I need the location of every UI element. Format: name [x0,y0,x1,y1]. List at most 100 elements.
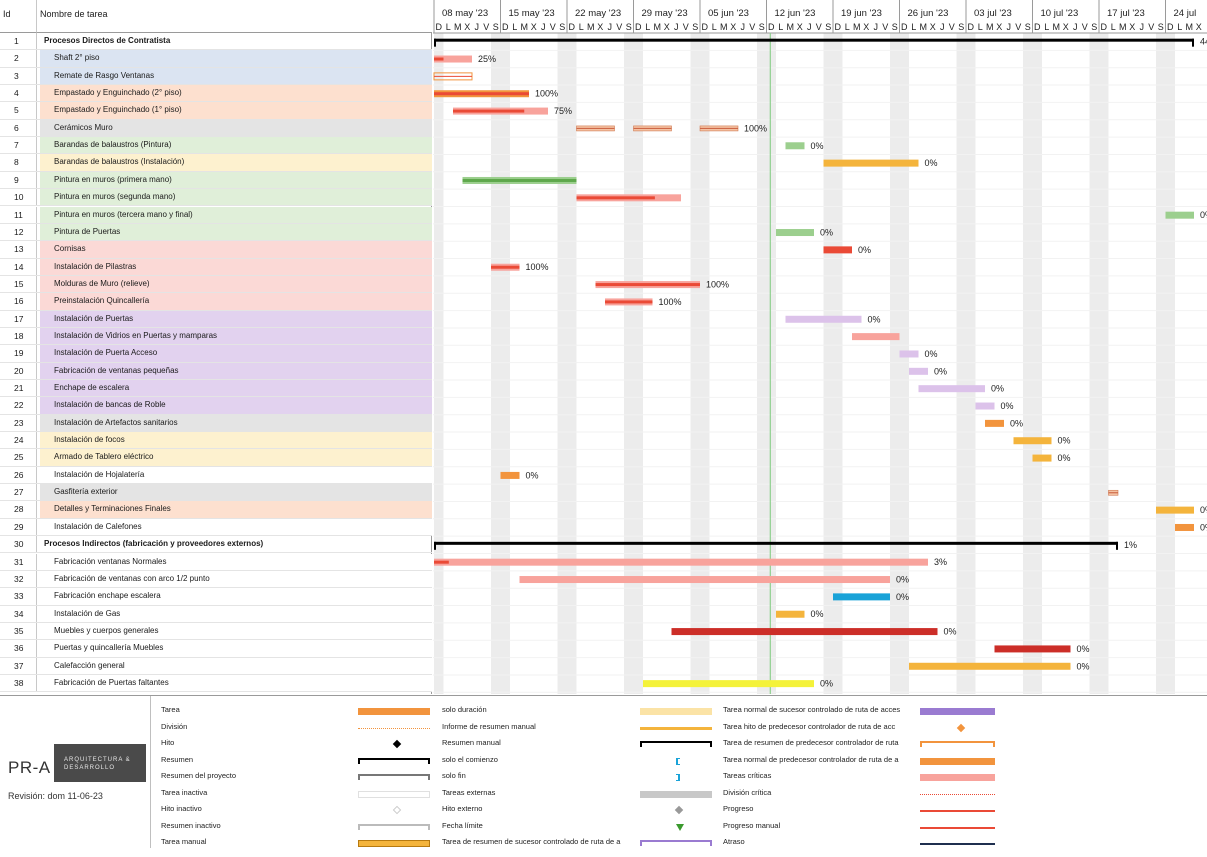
day-letter: M [787,22,795,32]
task-row[interactable]: 13 Cornisas [0,241,432,259]
task-percent-label: 0% [1200,505,1207,515]
task-id: 3 [0,67,37,85]
task-row[interactable]: 34 Instalación de Gas [0,605,432,623]
task-id: 7 [0,137,37,154]
task-row[interactable]: 11 Pintura en muros (tercera mano y final… [0,206,432,224]
legend-label: Hito inactivo [161,804,202,813]
task-row[interactable]: 5 Empastado y Enguinchado (1° piso) [0,102,432,120]
task-row[interactable]: 6 Cerámicos Muro [0,119,432,138]
weekend-shade [1089,33,1099,694]
day-letter: V [1148,22,1154,32]
task-percent-label: 100% [535,89,558,99]
legend-symbol [920,826,995,829]
task-row[interactable]: 36 Puertas y quincallería Muebles [0,640,432,658]
task-id: 17 [0,310,37,327]
task-row[interactable]: 14 Instalación de Pilastras [0,258,432,276]
task-row[interactable]: 19 Instalación de Puerta Acceso [0,345,432,363]
task-percent-label: 100% [744,123,767,133]
task-row[interactable]: 1 Procesos Directos de Contratista [0,33,432,51]
day-letter: L [645,22,650,32]
weekend-shade [690,33,700,694]
task-row[interactable]: 32 Fabricación de ventanas con arco 1/2 p… [0,570,432,589]
task-row[interactable]: 2 Shaft 2° piso [0,50,432,68]
task-progress [453,109,525,113]
task-row[interactable]: 9 Pintura en muros (primera mano) [0,171,432,190]
task-row[interactable]: 28 Detalles y Terminaciones Finales [0,501,432,519]
legend-label: Tarea normal de sucesor controlado de ru… [723,705,901,714]
task-row[interactable]: 33 Fabricación enchape escalera [0,588,432,606]
task-row[interactable]: 23 Instalación de Artefactos sanitarios [0,414,432,433]
task-row[interactable]: 22 Instalación de bancas de Roble [0,397,432,415]
task-row[interactable]: 30 Procesos Indirectos (fabricación y pro… [0,536,432,554]
task-row[interactable]: 20 Fabricación de ventanas pequeñas [0,362,432,380]
weekend-shade [557,33,567,694]
task-name: Puertas y quincallería Muebles [40,640,432,657]
task-bar [994,645,1071,653]
task-percent-label: 0% [925,349,938,359]
weekend-shade [633,33,643,694]
task-percent-label: 0% [1001,401,1014,411]
task-row[interactable]: 21 Enchape de escalera [0,380,432,398]
week-label: 03 jul '23 [974,8,1012,19]
day-letter: L [446,22,451,32]
task-percent-label: 0% [934,366,947,376]
task-row[interactable]: 26 Instalación de Hojalatería [0,466,432,485]
day-letter: X [1196,22,1202,32]
task-row[interactable]: 27 Gasfitería exterior [0,484,432,502]
day-letter: D [835,22,842,32]
task-bar [643,680,814,688]
task-row[interactable]: 10 Pintura en muros (segunda mano) [0,189,432,207]
day-letter: S [825,22,831,32]
legend-label: Fecha límite [442,820,483,830]
legend-symbol [676,757,680,765]
day-letter: J [608,22,613,32]
task-name: Gasfitería exterior [40,484,432,501]
task-id: 8 [0,154,37,171]
weekend-shade [956,33,966,694]
task-bar [909,662,1071,670]
summary-bar-start [434,38,436,47]
legend-symbol [358,708,430,715]
day-letter: D [1167,22,1174,32]
weekend-shade [1099,33,1109,694]
task-row[interactable]: 12 Pintura de Puertas [0,223,432,242]
task-row[interactable]: 29 Instalación de Calefones [0,518,432,537]
task-row[interactable]: 4 Empastado y Enguinchado (2° piso) [0,85,432,103]
day-letter: M [1186,22,1194,32]
day-letter: V [483,22,489,32]
task-row[interactable]: 7 Barandas de balaustros (Pintura) [0,137,432,155]
day-letter: L [911,22,916,32]
summary-bar [434,38,1194,42]
legend-label: Tarea inactiva [161,787,208,797]
task-row[interactable]: 8 Barandas de balaustros (Instalación) [0,154,432,172]
task-bar [852,333,900,341]
task-row[interactable]: 18 Instalación de Vidrios en Puertas y ma… [0,327,432,346]
task-row[interactable]: 25 Armado de Tablero eléctrico [0,449,432,467]
task-row[interactable]: 38 Fabricación de Puertas faltantes [0,674,432,693]
weekend-shade [700,33,710,694]
task-row[interactable]: 16 Preinstalación Quincallería [0,293,432,311]
day-letter: X [996,22,1002,32]
task-row[interactable]: 24 Instalación de focos [0,432,432,450]
day-letter: S [1158,22,1164,32]
task-name: Muebles y cuerpos generales [40,622,432,640]
legend-symbol [640,726,712,730]
week-label: 22 may '23 [575,8,621,19]
day-letter: J [741,22,746,32]
day-letter: X [531,22,537,32]
task-row[interactable]: 35 Muebles y cuerpos generales [0,622,432,641]
weekend-shade [890,33,900,694]
legend-label: Resumen [161,754,194,764]
task-name: Shaft 2° piso [40,50,432,67]
task-progress [491,265,520,269]
task-row[interactable]: 31 Fabricación ventanas Normales [0,553,432,571]
task-row[interactable]: 37 Calefacción general [0,657,432,675]
task-row[interactable]: 17 Instalación de Puertas [0,310,432,328]
id-column-header[interactable]: Id [0,0,37,33]
task-name-column-header[interactable]: Nombre de tarea [37,0,432,33]
task-row[interactable]: 15 Molduras de Muro (relieve) [0,275,432,294]
weekend-shade [1032,33,1042,694]
day-letter: J [541,22,546,32]
task-percent-label: 0% [1077,644,1090,654]
task-row[interactable]: 3 Remate de Rasgo Ventanas [0,67,432,86]
